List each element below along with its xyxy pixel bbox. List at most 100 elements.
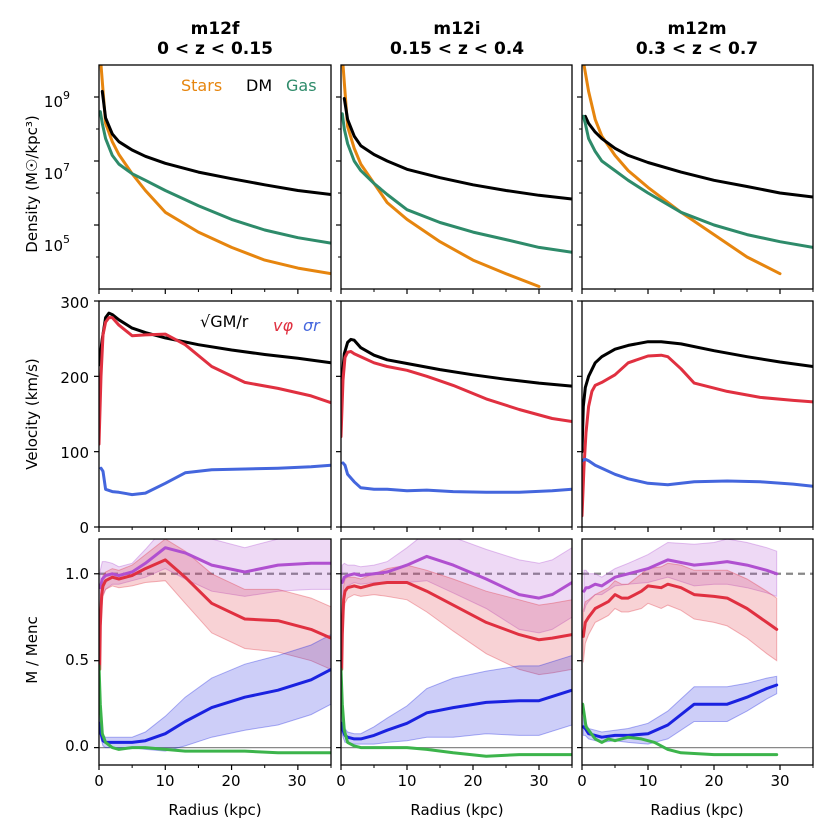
panel-density-3-line-Gas xyxy=(582,114,813,249)
panel-density-2-line-Gas xyxy=(341,112,572,254)
panel-density-1-data xyxy=(99,65,331,276)
col2-xlabel: Radius (kpc) xyxy=(410,801,503,819)
panel-ratio-1 xyxy=(94,538,332,770)
panel-velocity-2-frame xyxy=(340,300,573,528)
panel-density-2-data xyxy=(341,65,572,288)
panel-velocity-1-line-r xyxy=(99,463,331,497)
panel-velocity-3-data xyxy=(582,340,813,518)
panel-ratio-2-data xyxy=(341,539,572,758)
panel-density-1-frame xyxy=(98,64,332,290)
legend-sigma: σr xyxy=(303,316,321,335)
col1-title-name: m12f xyxy=(191,19,240,39)
panel-ratio-1-line-purple xyxy=(99,546,331,590)
density-yticks: 109 107 105 xyxy=(44,89,70,255)
panel-ratio-2-band-purple xyxy=(341,539,572,634)
column-titles: m12f 0 < z < 0.15 m12i 0.15 < z < 0.4 m1… xyxy=(157,19,758,59)
panel-velocity-1 xyxy=(94,300,332,532)
legend-dm: DM xyxy=(246,76,272,95)
col1-title-zrange: 0 < z < 0.15 xyxy=(157,39,273,59)
xtick-labels: 0 10 20 30 0 10 20 30 0 10 20 30 xyxy=(94,772,789,790)
panel-density-1-line-DM xyxy=(100,89,331,196)
panel-ratio-1-band-purple xyxy=(99,539,331,606)
density-ytick-1e9: 109 xyxy=(44,89,70,111)
ratio-ytick-1.0: 1.0 xyxy=(65,565,89,583)
panel-density-3-frame xyxy=(581,64,814,290)
panel-ratio-3 xyxy=(577,538,814,770)
panel-density-2-frame xyxy=(340,64,573,290)
panel-ratio-1-line-red xyxy=(99,558,331,671)
panel-velocity-1-frame xyxy=(98,300,332,528)
col2-xtick-10: 10 xyxy=(397,772,416,790)
panel-ratio-2-frame xyxy=(340,538,573,766)
legend-vcirc: √GM/r xyxy=(200,312,249,331)
panel-velocity-3-line-GMr xyxy=(582,340,813,454)
panel-velocity-2-line-r xyxy=(341,461,572,494)
velocity-legend: √GM/r vφ σr xyxy=(200,312,321,335)
col1-xtick-0: 0 xyxy=(94,772,104,790)
ratio-ytick-0.5: 0.5 xyxy=(65,651,89,669)
panel-velocity-2 xyxy=(336,300,573,532)
velocity-ytick-0: 0 xyxy=(79,519,89,537)
panel-ratio-1-line-green xyxy=(99,664,331,755)
col1-xtick-10: 10 xyxy=(155,772,174,790)
panel-ratio-3-band-blue xyxy=(582,675,778,745)
panel-velocity-3 xyxy=(577,300,814,532)
panel-density-3 xyxy=(577,64,814,294)
panel-ratio-1-data xyxy=(99,539,331,755)
density-ylabel: Density (M☉/kpc³) xyxy=(23,115,41,252)
panel-ratio-3-band-red xyxy=(582,562,778,663)
density-ytick-1e5: 105 xyxy=(44,233,70,255)
col1-xlabel: Radius (kpc) xyxy=(168,801,261,819)
panel-ratio-3-frame xyxy=(581,538,814,766)
panel-ratio-1-band-blue xyxy=(99,634,331,752)
col2-title-name: m12i xyxy=(433,19,480,39)
panel-ratio-3-line-green xyxy=(582,702,779,757)
velocity-ylabel: Velocity (km/s) xyxy=(23,358,41,469)
panel-velocity-2-line-v xyxy=(341,350,572,439)
panel-ratio-1-band-red xyxy=(99,539,331,687)
panel-ratio-3-band-purple xyxy=(583,539,778,613)
panel-velocity-2-data xyxy=(341,337,572,494)
col1-xtick-20: 20 xyxy=(221,772,240,790)
col2-xtick-20: 20 xyxy=(463,772,482,790)
panel-ratio-3-data xyxy=(582,539,813,757)
panel-ratio-1-frame xyxy=(98,538,332,766)
col3-xlabel: Radius (kpc) xyxy=(650,801,743,819)
panel-velocity-3-frame xyxy=(581,300,814,528)
velocity-ytick-300: 300 xyxy=(60,294,89,312)
density-legend: Stars DM Gas xyxy=(181,76,317,95)
panel-density-1-line-Stars xyxy=(99,65,331,276)
col2-title-zrange: 0.15 < z < 0.4 xyxy=(390,39,524,59)
panel-velocity-1-line-GMr xyxy=(99,311,331,367)
legend-stars: Stars xyxy=(181,76,222,95)
panel-ratio-2-band-blue xyxy=(341,654,572,745)
col3-xtick-10: 10 xyxy=(638,772,657,790)
panel-density-2 xyxy=(336,64,573,294)
col3-xtick-30: 30 xyxy=(770,772,789,790)
panel-density-3-data xyxy=(582,65,813,276)
col2-xtick-0: 0 xyxy=(336,772,346,790)
panel-density-2-line-Stars xyxy=(341,65,541,288)
ratio-ytick-0.0: 0.0 xyxy=(65,737,89,755)
panel-velocity-3-line-v xyxy=(582,353,813,518)
plots xyxy=(94,64,814,770)
col2-xtick-30: 30 xyxy=(529,772,548,790)
col1-xtick-30: 30 xyxy=(287,772,306,790)
col3-xtick-0: 0 xyxy=(577,772,587,790)
col3-title-zrange: 0.3 < z < 0.7 xyxy=(636,39,758,59)
panel-density-1-line-Gas xyxy=(99,110,331,245)
panel-velocity-1-line-v xyxy=(99,316,331,446)
velocity-yticks: 0 100 200 300 xyxy=(60,294,89,537)
legend-gas: Gas xyxy=(286,76,317,95)
panel-density-3-line-DM xyxy=(583,114,813,199)
panel-density-2-line-DM xyxy=(342,97,572,201)
panel-ratio-3-line-red xyxy=(582,582,779,638)
velocity-ytick-100: 100 xyxy=(60,444,89,462)
panel-velocity-2-line-GMr xyxy=(341,337,572,393)
panel-ratio-2-line-red xyxy=(341,581,572,671)
panel-velocity-3-line-r xyxy=(582,457,813,488)
density-ytick-1e7: 107 xyxy=(44,161,70,183)
panel-ratio-3-line-purple xyxy=(582,558,779,593)
panel-density-1 xyxy=(94,64,332,294)
